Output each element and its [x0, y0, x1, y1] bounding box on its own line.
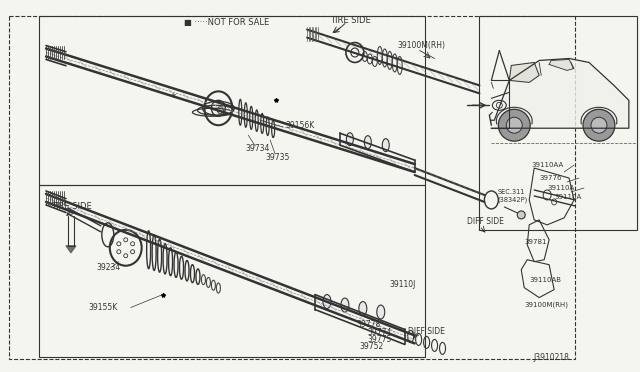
- Text: 39778: 39778: [357, 320, 381, 329]
- Text: 39752: 39752: [360, 342, 384, 351]
- Text: TIRE SIDE: TIRE SIDE: [330, 16, 371, 25]
- Text: 39781: 39781: [524, 239, 547, 245]
- Text: TIRE SIDE: TIRE SIDE: [51, 202, 92, 211]
- Ellipse shape: [346, 133, 353, 146]
- Text: 39775: 39775: [368, 335, 392, 344]
- Text: J3910218: J3910218: [533, 353, 569, 362]
- Text: SEC.311
(38342P): SEC.311 (38342P): [497, 189, 527, 203]
- Text: 39110A: 39110A: [554, 194, 581, 200]
- Circle shape: [499, 109, 530, 141]
- Ellipse shape: [323, 295, 331, 308]
- Polygon shape: [492, 58, 629, 128]
- Text: 39234: 39234: [97, 263, 121, 272]
- Text: 39100M(RH): 39100M(RH): [524, 301, 568, 308]
- Ellipse shape: [382, 139, 389, 152]
- Bar: [9, 16, 575, 359]
- Circle shape: [591, 117, 607, 133]
- Text: 39110J: 39110J: [390, 280, 416, 289]
- Polygon shape: [549, 60, 574, 70]
- Text: 39735: 39735: [265, 153, 289, 161]
- Polygon shape: [66, 246, 76, 253]
- Text: *: *: [171, 93, 176, 103]
- Text: 39100M(RH): 39100M(RH): [397, 41, 445, 50]
- Text: 39110A: 39110A: [547, 185, 574, 191]
- Circle shape: [583, 109, 615, 141]
- Ellipse shape: [359, 302, 367, 315]
- Ellipse shape: [377, 305, 385, 319]
- Text: ■ ·····NOT FOR SALE: ■ ·····NOT FOR SALE: [184, 18, 269, 27]
- Text: 39110AA: 39110AA: [531, 162, 563, 168]
- Polygon shape: [509, 62, 539, 82]
- Circle shape: [506, 117, 522, 133]
- Text: 39774: 39774: [368, 328, 392, 337]
- Text: 39776: 39776: [539, 175, 562, 181]
- Ellipse shape: [517, 211, 525, 219]
- Text: DIFF SIDE: DIFF SIDE: [408, 327, 445, 336]
- Bar: [479, 16, 637, 230]
- Bar: [39, 16, 424, 185]
- Bar: [39, 185, 424, 357]
- Text: 39734: 39734: [245, 144, 269, 153]
- Ellipse shape: [341, 298, 349, 312]
- Text: DIFF SIDE: DIFF SIDE: [467, 217, 504, 227]
- Text: 39156K: 39156K: [285, 121, 314, 130]
- Text: 39155K: 39155K: [89, 303, 118, 312]
- Ellipse shape: [364, 136, 371, 149]
- Text: 39110AB: 39110AB: [529, 277, 561, 283]
